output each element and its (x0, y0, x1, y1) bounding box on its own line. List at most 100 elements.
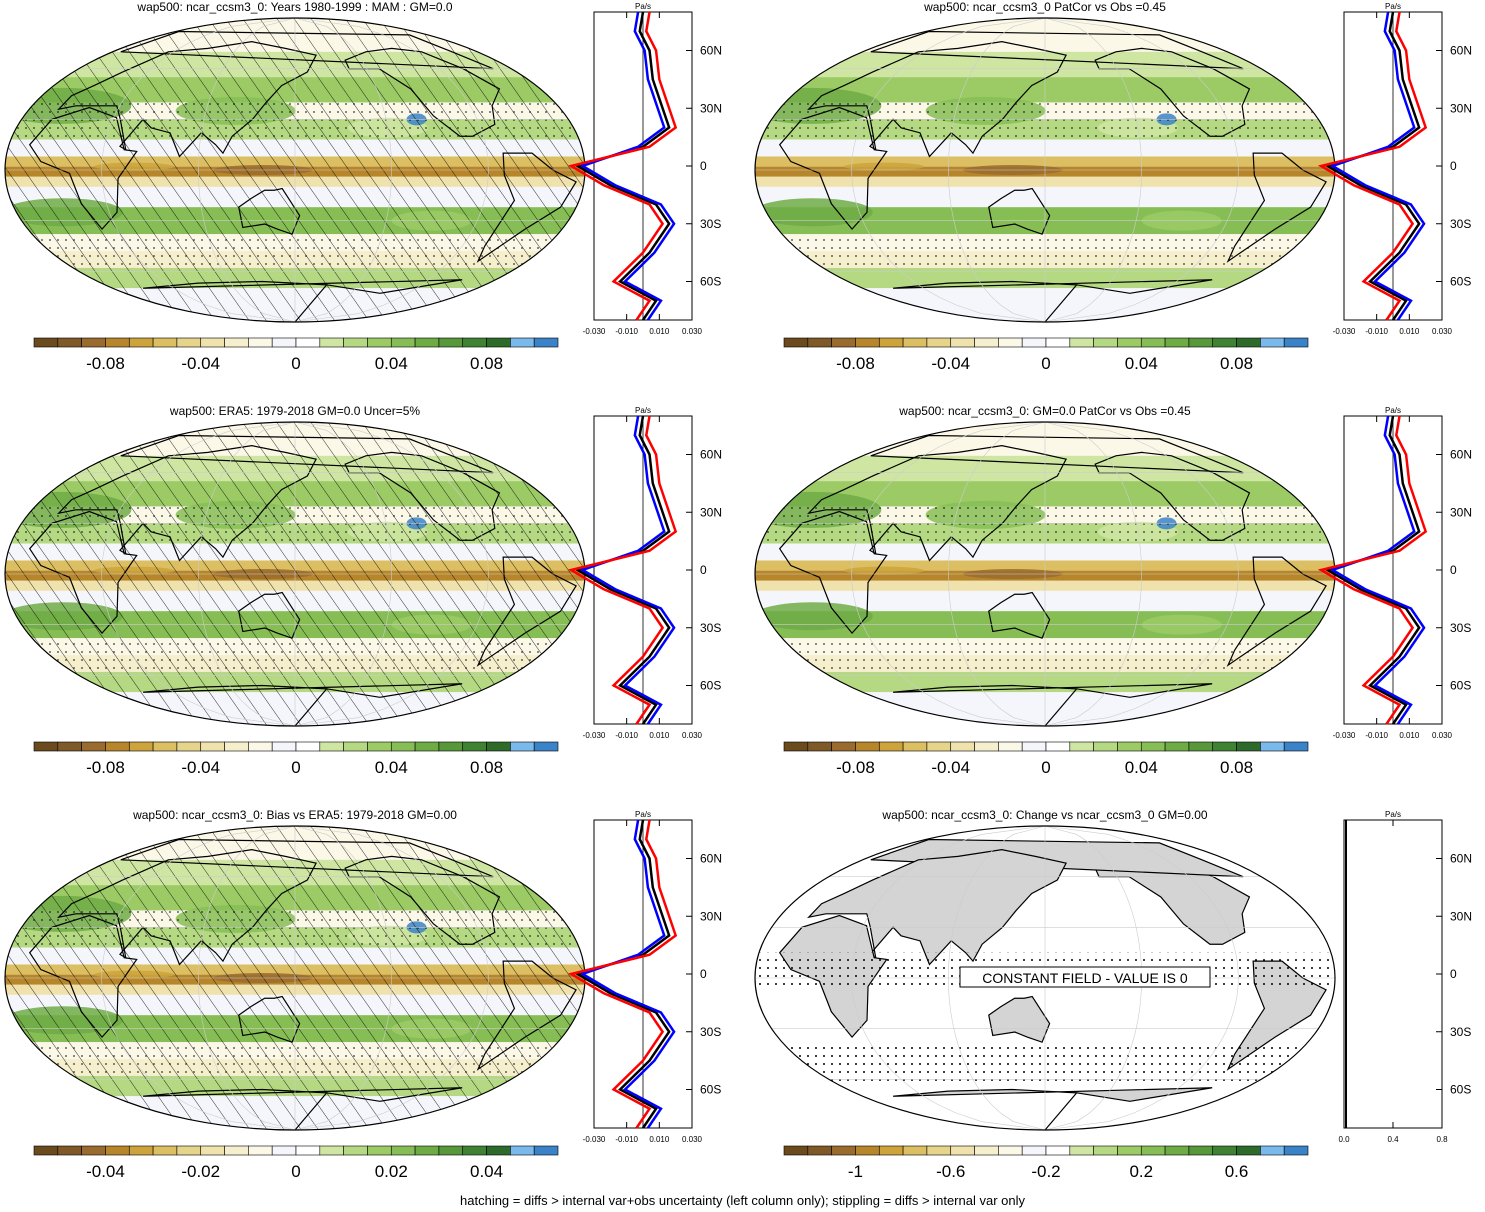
colorbar-2: -0.08 -0.04 0 0.04 0.08 (783, 337, 1309, 373)
colorbar-swatch (1140, 1145, 1166, 1156)
colorbar-label: -0.04 (931, 354, 970, 373)
colorbar-swatch (510, 1145, 535, 1156)
figure-footer: hatching = diffs > internal var+obs unce… (460, 1193, 1025, 1208)
colorbar-swatch (128, 1145, 154, 1156)
colorbar-swatch (486, 1145, 511, 1156)
panel-3: wap500: ERA5: 1979-2018 GM=0.0 Uncer=5% … (0, 404, 742, 808)
colorbar-swatch (533, 337, 559, 348)
colorbar-swatch (974, 741, 999, 752)
colorbar-label: 0.2 (1129, 1162, 1153, 1181)
colorbar-swatch (783, 741, 809, 752)
profile-alt-line (567, 11, 678, 321)
colorbar-swatch (319, 741, 344, 752)
colorbar-label: 0.08 (470, 758, 503, 777)
graticule-lon (851, 421, 1046, 727)
continent (988, 995, 1051, 1043)
colorbar-swatch (1260, 337, 1285, 348)
x-tick-label: 0.030 (682, 731, 703, 740)
colorbar-swatch (974, 1145, 999, 1156)
profile-model-line (574, 11, 671, 321)
colorbar-swatch (1188, 1145, 1214, 1156)
lat-tick-label: 30S (700, 1025, 721, 1039)
colorbar-swatch (533, 1145, 559, 1156)
colorbar-swatch (390, 337, 416, 348)
colorbar-label: -0.08 (86, 758, 125, 777)
colorbar-swatch (1093, 337, 1118, 348)
profile-model-line (574, 415, 671, 725)
colorbar-swatch (974, 337, 999, 348)
graticule-lon (948, 421, 1046, 727)
colorbar-swatch (1260, 741, 1285, 752)
colorbar-swatch (807, 1145, 832, 1156)
colorbar-swatch (1283, 337, 1309, 348)
colorbar-label: 0 (291, 354, 300, 373)
colorbar-swatch (462, 337, 487, 348)
colorbar-swatch (248, 1145, 273, 1156)
profile-unit: Pa/s (635, 2, 651, 11)
colorbar-swatch (1117, 741, 1142, 752)
coastline (988, 591, 1051, 639)
x-tick-label: 0.030 (682, 327, 703, 336)
graticule-lon (294, 421, 392, 727)
lat-tick-label: 0 (700, 563, 707, 577)
colorbar-swatch (176, 337, 202, 348)
coastline (893, 279, 1213, 322)
x-tick-label: -0.010 (615, 1135, 638, 1144)
colorbar-swatch (950, 741, 975, 752)
colorbar-swatch (1283, 741, 1309, 752)
x-tick-label: 0.030 (1432, 327, 1453, 336)
map-1 (4, 17, 586, 323)
colorbar-swatch (1140, 741, 1166, 752)
x-tick-label: -0.030 (1333, 327, 1356, 336)
colorbar-swatch (878, 337, 904, 348)
continent (893, 1087, 1213, 1130)
colorbar-swatch (1093, 1145, 1118, 1156)
graticule-lon (101, 421, 296, 727)
lat-tick-label: 0 (1450, 967, 1457, 981)
profile-2: Pa/s 60N 30N 0 30S 60S -0.030 -0.010 0.010 0.030 (1317, 2, 1472, 336)
colorbar-label: -0.04 (86, 1162, 125, 1181)
colorbar-label: 0.04 (375, 758, 408, 777)
profile-obs-line (1329, 11, 1426, 321)
colorbar-label: 0.04 (375, 354, 408, 373)
colorbar-swatch (343, 1145, 368, 1156)
colorbar-swatch (1117, 337, 1142, 348)
colorbar-label: -0.02 (181, 1162, 220, 1181)
colorbar-swatch (271, 337, 297, 348)
colorbar-swatch (224, 741, 249, 752)
colorbar-swatch (462, 741, 487, 752)
colorbar-swatch (902, 741, 928, 752)
x-tick-label: 0.4 (1387, 1135, 1399, 1144)
colorbar-swatch (343, 337, 368, 348)
colorbar-swatch (224, 337, 249, 348)
x-tick-label: 0.010 (649, 1135, 670, 1144)
colorbar-swatch (414, 1145, 440, 1156)
colorbar-swatch (152, 741, 178, 752)
colorbar-swatch (152, 337, 178, 348)
colorbar-swatch (176, 741, 202, 752)
colorbar-swatch (950, 1145, 975, 1156)
colorbar-swatch (1140, 337, 1166, 348)
colorbar-swatch (1283, 1145, 1309, 1156)
colorbar-swatch (271, 1145, 297, 1156)
colorbar-label: -0.04 (931, 758, 970, 777)
colorbar-swatch (390, 741, 416, 752)
panel-title: wap500: ERA5: 1979-2018 GM=0.0 Uncer=5% (169, 404, 421, 418)
lat-tick-label: 30N (1450, 101, 1472, 115)
colorbar-swatch (1188, 741, 1214, 752)
profile-unit: Pa/s (1385, 810, 1401, 819)
colorbar-label: -0.04 (181, 758, 220, 777)
colorbar-swatch (783, 337, 809, 348)
colorbar-swatch (319, 337, 344, 348)
colorbar-swatch (926, 337, 952, 348)
colorbar-swatch (1236, 337, 1261, 348)
lat-tick-label: 30N (700, 505, 722, 519)
colorbar-swatch (1188, 337, 1214, 348)
profile-obs-line (579, 819, 676, 1129)
profile-obs-line (579, 11, 676, 321)
lat-tick-label: 60N (1450, 448, 1472, 462)
colorbar-swatch (414, 337, 440, 348)
profile-alt-line (1317, 11, 1428, 321)
field-blob (755, 602, 873, 631)
map-6: CONSTANT FIELD - VALUE IS 0 (754, 825, 1336, 1131)
